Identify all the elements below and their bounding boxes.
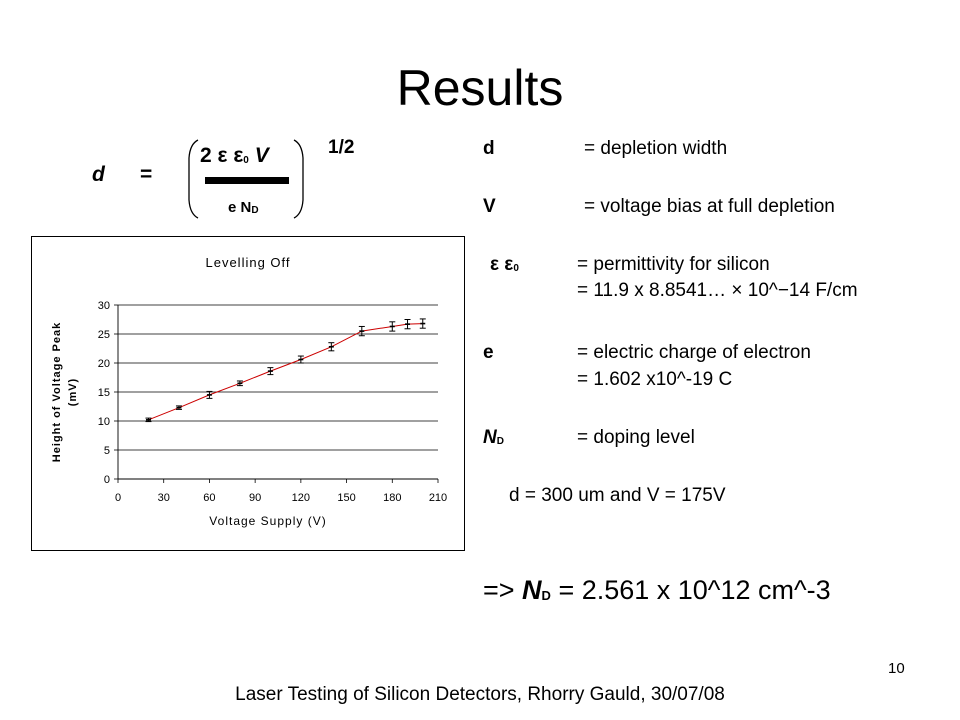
x-tick-label: 60 xyxy=(203,492,215,504)
def-symbol: N xyxy=(483,427,497,448)
slide-footer: Laser Testing of Silicon Detectors, Rhor… xyxy=(235,684,725,705)
numerator-var: V xyxy=(254,144,269,167)
x-tick-label: 90 xyxy=(249,492,261,504)
def-symbol: d xyxy=(483,138,495,159)
y-tick-label: 25 xyxy=(98,329,110,341)
def-symbol: V xyxy=(483,196,496,217)
def-text: = depletion width xyxy=(584,138,728,159)
result-prefix: => xyxy=(483,575,523,605)
def-text-2: = 11.9 x 8.8541… × 10^−14 F/cm xyxy=(577,280,858,301)
result-value: = 2.561 x 10^12 cm^-3 xyxy=(550,575,831,605)
def-text: = electric charge of electron xyxy=(577,342,811,363)
def-nd: ND xyxy=(483,427,504,453)
result-symbol: N xyxy=(522,575,542,605)
def-symbol-sub: 0 xyxy=(513,263,519,274)
formula-power: 1/2 xyxy=(328,137,355,158)
x-tick-label: 120 xyxy=(292,492,310,504)
chart-title: Levelling Off xyxy=(205,255,290,270)
fraction-bar xyxy=(205,177,289,184)
x-tick-label: 30 xyxy=(158,492,170,504)
x-tick-label: 0 xyxy=(115,492,121,504)
def-text: = permittivity for silicon xyxy=(577,254,770,275)
trend-line xyxy=(148,323,423,421)
y-tick-label: 0 xyxy=(104,474,110,486)
def-symbol: ε ε xyxy=(490,254,514,275)
x-tick-label: 180 xyxy=(383,492,401,504)
page-number: 10 xyxy=(888,660,905,677)
y-tick-label: 5 xyxy=(104,445,110,457)
def-permittivity: ε ε0 xyxy=(490,254,519,280)
numerator-sub: 0 xyxy=(243,155,249,166)
y-tick-label: 15 xyxy=(98,387,110,399)
formula-right-paren xyxy=(293,139,304,219)
def-text-2: = 1.602 x10^-19 C xyxy=(577,369,733,390)
numerator-text: 2 ε ε xyxy=(200,144,244,167)
def-d: d = depletion width xyxy=(483,138,727,160)
slide-title: Results xyxy=(396,60,564,116)
denominator-sub: D xyxy=(251,205,259,216)
x-tick-label: 150 xyxy=(337,492,355,504)
y-axis-label: Height of Voltage Peak xyxy=(51,322,63,462)
def-e: e xyxy=(483,342,494,364)
given-values: d = 300 um and V = 175V xyxy=(509,485,726,506)
x-axis-label: Voltage Supply (V) xyxy=(209,514,326,528)
formula-left-paren xyxy=(188,139,199,219)
def-v: V = voltage bias at full depletion xyxy=(483,196,835,218)
def-text: = voltage bias at full depletion xyxy=(584,196,835,217)
y-axis-label-unit: (mV) xyxy=(67,378,79,406)
y-tick-label: 30 xyxy=(98,300,110,312)
formula-lhs: d xyxy=(92,163,105,186)
formula-denominator: e ND xyxy=(228,199,259,216)
y-tick-label: 20 xyxy=(98,358,110,370)
result-line: => ND = 2.561 x 10^12 cm^-3 xyxy=(483,575,831,606)
denominator-text: e N xyxy=(228,199,252,216)
def-text: = doping level xyxy=(577,427,695,448)
chart-frame: Levelling Off 0 5 10 15 20 25 30 0 30 60 90 120 150 18… xyxy=(31,236,465,551)
y-tick-label: 10 xyxy=(98,416,110,428)
def-symbol: e xyxy=(483,342,494,363)
formula-numerator: 2 ε ε0 V xyxy=(200,144,269,168)
levelling-off-chart: Levelling Off 0 5 10 15 20 25 30 0 30 60 90 120 150 18… xyxy=(51,255,447,528)
x-tick-label: 210 xyxy=(429,492,447,504)
formula-equals: = xyxy=(140,163,153,186)
def-symbol-sub: D xyxy=(496,436,504,447)
result-symbol-sub: D xyxy=(541,588,551,603)
